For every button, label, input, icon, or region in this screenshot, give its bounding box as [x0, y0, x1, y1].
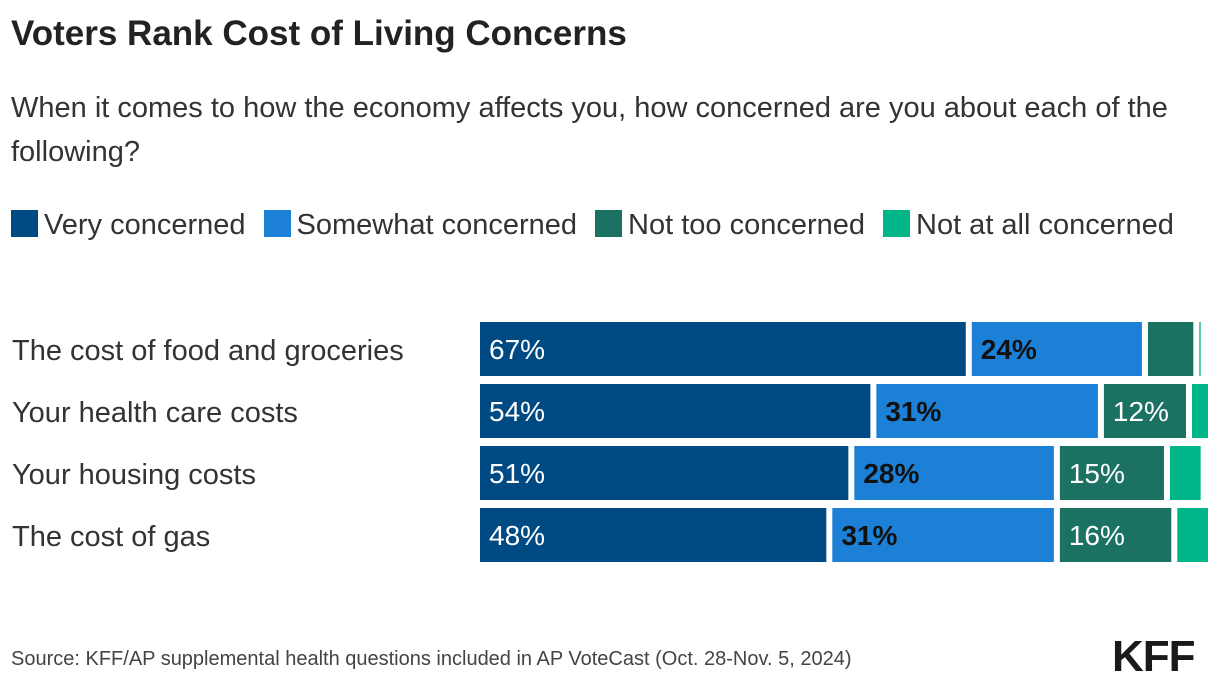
legend-item: Somewhat concerned — [263, 198, 578, 252]
legend-label: Not at all concerned — [916, 209, 1174, 241]
legend-label: Very concerned — [44, 209, 246, 241]
source-note: Source: KFF/AP supplemental health quest… — [11, 648, 852, 670]
data-label: 51% — [489, 458, 545, 489]
legend-swatch — [263, 210, 291, 237]
data-label: 31% — [885, 396, 941, 427]
bar-segment — [1177, 508, 1208, 562]
bar-segment — [832, 508, 1054, 562]
legend-swatch — [11, 210, 38, 237]
data-label: 48% — [489, 520, 545, 551]
bar-segment — [971, 322, 1142, 376]
data-label: 54% — [489, 396, 545, 427]
bar-segment — [854, 446, 1054, 500]
kff-logo: KFF — [1112, 632, 1196, 681]
legend-label: Not too concerned — [628, 209, 865, 241]
data-label: 16% — [1069, 520, 1125, 551]
chart-title: Voters Rank Cost of Living Concerns — [11, 14, 627, 53]
bar-segment — [1191, 384, 1208, 438]
legend-item: Very concerned — [11, 198, 246, 252]
chart-subtitle: When it comes to how the economy affects… — [11, 92, 1168, 168]
category-label: The cost of food and groceries — [12, 335, 404, 367]
legend: Very concerned Somewhat concerned Not too … — [11, 198, 1211, 252]
bar-segment — [1103, 384, 1186, 438]
bar-segment — [1169, 446, 1201, 500]
bar-segment — [480, 384, 871, 438]
data-label: 12% — [1113, 396, 1169, 427]
data-label: 24% — [981, 334, 1037, 365]
category-label: Your health care costs — [12, 397, 298, 429]
bar-segment — [480, 322, 966, 376]
legend-item: Not at all concerned — [883, 198, 1174, 252]
bar-segment — [480, 446, 849, 500]
category-label: Your housing costs — [12, 459, 256, 491]
data-label: 67% — [489, 334, 545, 365]
legend-swatch — [883, 210, 910, 237]
bar-segment — [876, 384, 1098, 438]
bar-segment — [1199, 322, 1201, 376]
legend-label: Somewhat concerned — [296, 209, 578, 241]
legend-item: Not too concerned — [595, 198, 865, 252]
bar-segment — [1147, 322, 1194, 376]
data-label: 15% — [1069, 458, 1125, 489]
bar-segment — [1059, 508, 1172, 562]
bar-segment — [1059, 446, 1164, 500]
data-label: 31% — [841, 520, 897, 551]
bar-segment — [480, 508, 827, 562]
data-label: 28% — [863, 458, 919, 489]
legend-swatch — [595, 210, 623, 237]
category-label: The cost of gas — [12, 521, 210, 553]
